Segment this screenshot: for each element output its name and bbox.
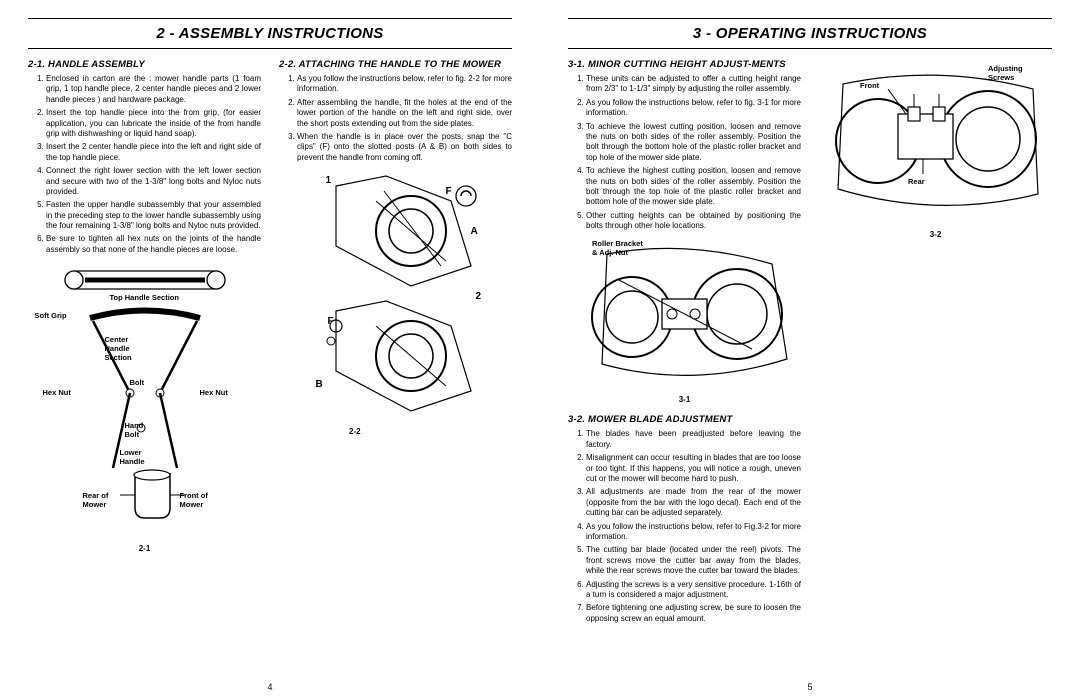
list-item: Fasten the upper handle subassembly that…: [46, 200, 261, 231]
col-2-2: 2-2. ATTACHING THE HANDLE TO THE MOWER A…: [279, 59, 512, 553]
col-3-2-fig: Front Rear Adjusting Screws 3-2: [819, 59, 1052, 632]
figlabel-2-2: 2-2: [349, 427, 512, 436]
list-item: As you follow the instructions below, re…: [586, 98, 801, 119]
label-handbolt: Hand Bolt: [125, 421, 144, 439]
figlabel-2-1: 2-1: [28, 544, 261, 553]
label-rear: Rear of Mower: [83, 491, 109, 509]
list-3-2: The blades have been preadjusted before …: [568, 429, 801, 624]
col-3-1: 3-1. MINOR CUTTING HEIGHT ADJUST-MENTS T…: [568, 59, 801, 632]
callout-B: B: [316, 379, 323, 390]
list-item: To achieve the highest cutting position,…: [586, 166, 801, 208]
list-item: As you follow the instructions below, re…: [297, 74, 512, 95]
label-lower: Lower Handle: [120, 448, 145, 466]
callout-F2: F: [328, 316, 334, 327]
left-columns: 2-1. HANDLE ASSEMBLY Enclosed in carton …: [28, 59, 512, 553]
head-2-2: 2-2. ATTACHING THE HANDLE TO THE MOWER: [279, 59, 512, 70]
page-left: 2 - ASSEMBLY INSTRUCTIONS 2-1. HANDLE AS…: [0, 0, 540, 698]
head-3-2: 3-2. MOWER BLADE ADJUSTMENT: [568, 414, 801, 425]
figure-3-2: Front Rear Adjusting Screws: [828, 59, 1043, 224]
list-2-1: Enclosed in carton are the : mower handl…: [28, 74, 261, 255]
label-adj-screws: Adjusting Screws: [988, 64, 1023, 82]
label-bolt: Bolt: [130, 378, 145, 387]
list-item: Insert the top handle piece into the fro…: [46, 108, 261, 139]
label-hexnut-l: Hex Nut: [43, 388, 71, 397]
list-item: To achieve the lowest cutting position, …: [586, 122, 801, 164]
head-2-1: 2-1. HANDLE ASSEMBLY: [28, 59, 261, 70]
label-roller-bracket: Roller Bracket & Adj. Nut: [592, 239, 643, 257]
pagenum-4: 4: [267, 682, 272, 692]
callout-2: 2: [476, 291, 482, 302]
callout-A: A: [471, 226, 478, 237]
list-item: When the handle is in place over the pos…: [297, 132, 512, 163]
figure-3-1: Roller Bracket & Adj. Nut: [577, 239, 792, 389]
list-3-1: These units can be adjusted to offer a c…: [568, 74, 801, 231]
label-front: Front: [860, 81, 879, 90]
list-item: Misalignment can occur resulting in blad…: [586, 453, 801, 484]
label-top-handle: Top Handle Section: [110, 293, 179, 302]
figlabel-3-2: 3-2: [819, 230, 1052, 239]
right-columns: 3-1. MINOR CUTTING HEIGHT ADJUST-MENTS T…: [568, 59, 1052, 632]
callout-F1: F: [446, 186, 452, 197]
label-front: Front of Mower: [180, 491, 208, 509]
label-center: Center Handle Section: [105, 335, 132, 362]
title-assembly: 2 - ASSEMBLY INSTRUCTIONS: [28, 18, 512, 49]
pagenum-5: 5: [807, 682, 812, 692]
label-hexnut-r: Hex Nut: [200, 388, 228, 397]
list-item: The cutting bar blade (located under the…: [586, 545, 801, 576]
list-item: All adjustments are made from the rear o…: [586, 487, 801, 518]
list-item: As you follow the instructions below, re…: [586, 522, 801, 543]
list-item: Adjusting the screws is a very sensitive…: [586, 580, 801, 601]
list-item: After assembling the handle, fit the hol…: [297, 98, 512, 129]
figure-2-2: 1 F A 2 F B: [296, 171, 496, 421]
title-operating: 3 - OPERATING INSTRUCTIONS: [568, 18, 1052, 49]
page-right: 3 - OPERATING INSTRUCTIONS 3-1. MINOR CU…: [540, 0, 1080, 698]
list-item: Other cutting heights can be obtained by…: [586, 211, 801, 232]
clip-diagram-icon: [296, 171, 496, 421]
head-3-1: 3-1. MINOR CUTTING HEIGHT ADJUST-MENTS: [568, 59, 801, 70]
callout-1: 1: [326, 175, 332, 186]
label-soft-grip: Soft Grip: [35, 311, 67, 320]
list-item: Be sure to tighten all hex nuts on the j…: [46, 234, 261, 255]
figure-2-1: Top Handle Section Soft Grip Center Hand…: [35, 263, 255, 538]
label-rear: Rear: [908, 177, 925, 186]
list-item: Before tightening one adjusting screw, b…: [586, 603, 801, 624]
figlabel-3-1: 3-1: [568, 395, 801, 404]
roller-diagram-icon: [577, 239, 792, 389]
list-2-2: As you follow the instructions below, re…: [279, 74, 512, 163]
list-item: Connect the right lower section with the…: [46, 166, 261, 197]
list-item: Enclosed in carton are the : mower handl…: [46, 74, 261, 105]
col-2-1: 2-1. HANDLE ASSEMBLY Enclosed in carton …: [28, 59, 261, 553]
list-item: The blades have been preadjusted before …: [586, 429, 801, 450]
list-item: These units can be adjusted to offer a c…: [586, 74, 801, 95]
list-item: Insert the 2 center handle piece into th…: [46, 142, 261, 163]
handle-diagram-icon: [35, 263, 255, 538]
